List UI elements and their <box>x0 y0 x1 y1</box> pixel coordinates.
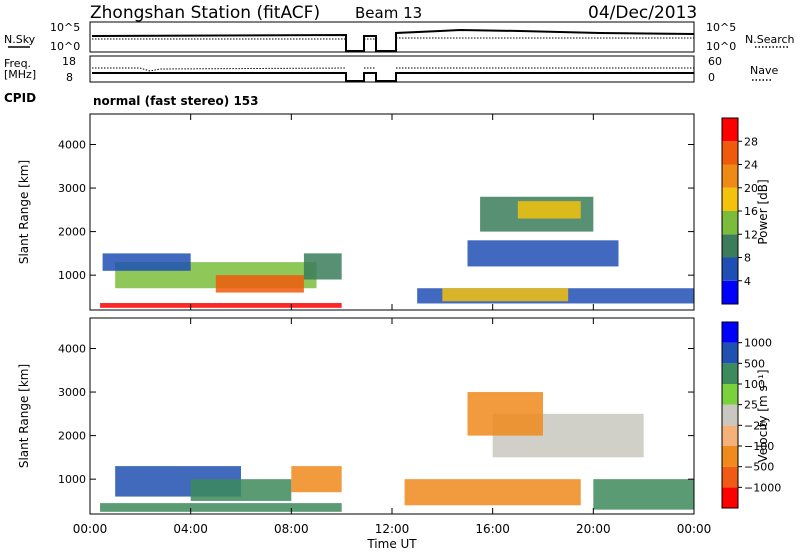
power-colorbar-tick-label: 8 <box>744 252 751 265</box>
nave-label: Nave <box>750 64 778 77</box>
power-ytick-label: 2000 <box>58 226 86 239</box>
velocity-colorbar-tick-label: 1000 <box>744 337 772 350</box>
power-colorbar-swatch <box>722 187 738 211</box>
freq-trace <box>92 72 694 82</box>
power-colorbar-swatch <box>722 211 738 235</box>
power-colorbar-tick-label: 4 <box>744 275 751 288</box>
velocity-data-region <box>404 479 581 506</box>
nsearch-label: N.Search <box>745 33 795 46</box>
nsky-label: N.Sky <box>4 33 36 46</box>
power-colorbar-tick-label: 24 <box>744 159 758 172</box>
power-colorbar-tick-label: 20 <box>744 182 758 195</box>
beam-label: Beam 13 <box>355 4 422 22</box>
cpid-text: normal (fast stereo) 153 <box>93 94 259 108</box>
power-heatmap <box>100 196 694 308</box>
date-label: 04/Dec/2013 <box>588 3 697 23</box>
nave-trace <box>92 67 694 72</box>
velocity-colorbar-swatch <box>722 363 738 384</box>
velocity-colorbar-swatch <box>722 487 738 508</box>
freq-tick-bottom: 8 <box>66 71 73 84</box>
power-colorbar-swatch <box>722 164 738 188</box>
velocity-colorbar-swatch <box>722 425 738 446</box>
power-data-region <box>215 275 304 293</box>
velocity-colorbar-tick-label: −500 <box>744 461 774 474</box>
nsearch-trace <box>92 37 694 40</box>
power-colorbar-tick-label: 16 <box>744 205 758 218</box>
nsky-trace <box>91 28 695 52</box>
freq-label: Freq. <box>4 57 31 70</box>
freq-panel-frame <box>89 55 695 83</box>
power-colorbar-swatch <box>722 257 738 281</box>
velocity-data-region <box>100 503 342 512</box>
velocity-ylabel: Slant Range [km] <box>17 364 31 468</box>
power-colorbar: 4 8 12 16 20 24 28 <box>721 117 758 305</box>
power-ytick-label: 4000 <box>58 138 86 151</box>
power-data-region <box>442 288 569 302</box>
nsky-tick-bottom: 10^0 <box>50 40 80 53</box>
velocity-heatmap <box>100 392 694 512</box>
xtick-label: 16:00 <box>475 522 510 536</box>
cpid-label: CPID <box>4 91 36 105</box>
nsearch-tick-top: 10^5 <box>706 21 736 34</box>
power-data-region <box>467 240 619 267</box>
velocity-colorbar: −1000 −500 −100 −25 25 100 500 1000 <box>721 321 781 509</box>
power-data-region <box>517 201 581 219</box>
nsearch-tick-bottom: 10^0 <box>706 40 736 53</box>
power-data-region <box>102 253 191 271</box>
nsky-tick-top: 10^5 <box>50 21 80 34</box>
power-data-region <box>100 303 342 308</box>
power-colorbar-swatch <box>722 234 738 258</box>
power-y-axis: 1000 2000 3000 4000 <box>58 138 694 282</box>
velocity-ytick-label: 2000 <box>58 430 86 443</box>
power-colorbar-swatch <box>722 280 738 304</box>
velocity-ytick-label: 1000 <box>58 473 86 486</box>
velocity-colorbar-swatch <box>722 342 738 364</box>
freq-tick-top: 18 <box>62 55 76 68</box>
velocity-colorbar-tick-label: −25 <box>744 419 767 432</box>
xtick-label: 00:00 <box>73 522 108 536</box>
xtick-label: 00:00 <box>677 522 712 536</box>
velocity-colorbar-label: Velocity [m s⁻¹] <box>756 369 770 462</box>
velocity-colorbar-swatch <box>722 384 738 405</box>
freq-unit: [MHz] <box>4 68 36 81</box>
velocity-data-region <box>291 466 342 493</box>
velocity-ytick-label: 3000 <box>58 386 86 399</box>
velocity-colorbar-tick-label: 500 <box>744 357 765 370</box>
power-colorbar-label: Power [dB] <box>756 179 770 244</box>
velocity-colorbar-tick-label: −100 <box>744 440 774 453</box>
time-x-axis: 00:00 04:00 08:00 12:00 16:00 20:00 00:00 <box>73 114 712 536</box>
power-colorbar-tick-label: 28 <box>744 135 758 148</box>
power-ytick-label: 1000 <box>58 269 86 282</box>
velocity-colorbar-swatch <box>722 446 738 467</box>
power-data-region <box>303 253 342 280</box>
station-title: Zhongshan Station (fitACF) <box>90 3 320 23</box>
velocity-colorbar-swatch <box>722 404 738 426</box>
velocity-data-region <box>593 479 694 510</box>
xaxis-label: Time UT <box>366 537 417 551</box>
power-colorbar-swatch <box>722 141 738 165</box>
xtick-label: 08:00 <box>274 522 309 536</box>
nave-tick-top: 60 <box>708 55 722 68</box>
velocity-data-region <box>467 392 543 436</box>
velocity-colorbar-swatch <box>722 322 738 343</box>
velocity-colorbar-tick-label: −1000 <box>744 481 781 494</box>
velocity-colorbar-tick-label: 25 <box>744 399 758 412</box>
nave-tick-bottom: 0 <box>708 71 715 84</box>
velocity-data-region <box>190 479 292 501</box>
velocity-ytick-label: 4000 <box>58 342 86 355</box>
nsky-panel-frame <box>89 21 695 53</box>
velocity-colorbar-tick-label: 100 <box>744 378 765 391</box>
power-ylabel: Slant Range [km] <box>17 160 31 264</box>
power-colorbar-swatch <box>722 118 738 142</box>
xtick-label: 20:00 <box>576 522 611 536</box>
velocity-colorbar-frame <box>721 321 739 509</box>
velocity-colorbar-swatch <box>722 466 738 488</box>
power-ytick-label: 3000 <box>58 182 86 195</box>
power-colorbar-tick-label: 12 <box>744 228 758 241</box>
xtick-label: 04:00 <box>173 522 208 536</box>
xtick-label: 12:00 <box>375 522 410 536</box>
velocity-y-axis: 1000 2000 3000 4000 <box>58 342 694 486</box>
